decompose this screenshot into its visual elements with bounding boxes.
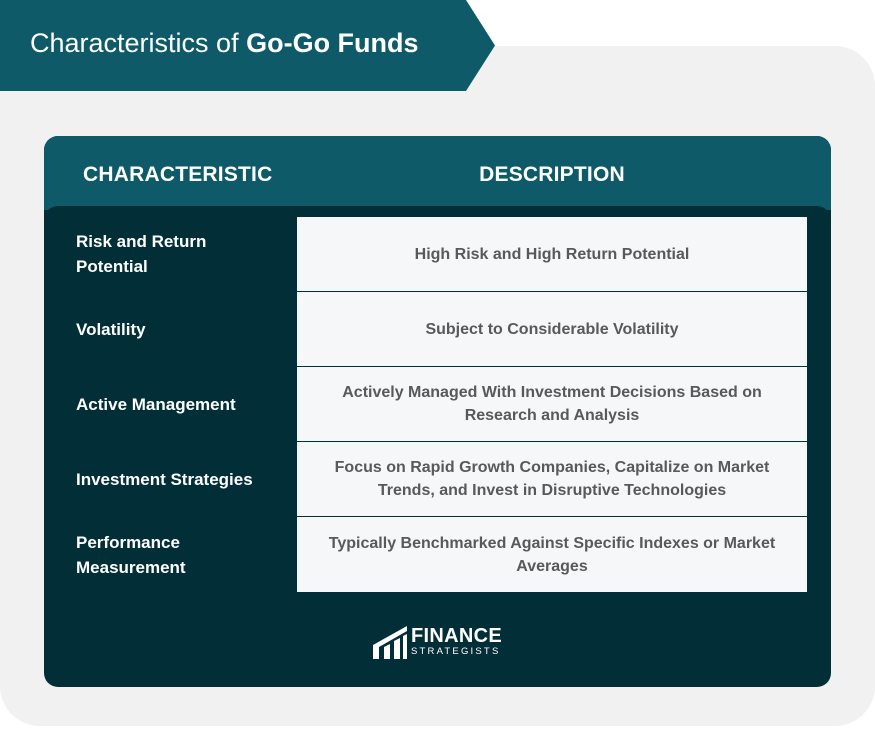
row-description-performance-measurement: Typically Benchmarked Against Specific I… bbox=[328, 534, 776, 575]
table-row-description: Typically Benchmarked Against Specific I… bbox=[297, 517, 807, 592]
finance-strategists-logo: FINANCE STRATEGISTS bbox=[373, 625, 508, 659]
table-row-description: High Risk and High Return Potential bbox=[297, 217, 807, 291]
column-header-characteristic: CHARACTERISTIC bbox=[83, 163, 273, 186]
table-row-description: Subject to Considerable Volatility bbox=[297, 292, 807, 366]
page-title: Characteristics of Go-Go Funds bbox=[30, 28, 419, 59]
row-label-active-management: Active Management bbox=[76, 394, 236, 414]
finance-strategists-logo-icon bbox=[373, 626, 407, 659]
row-label-volatility: Volatility bbox=[76, 319, 146, 339]
column-header-description: DESCRIPTION bbox=[479, 163, 625, 186]
title-banner bbox=[0, 0, 495, 91]
logo-tagline: STRATEGISTS bbox=[411, 646, 501, 657]
title-emphasis: Go-Go Funds bbox=[246, 28, 419, 58]
row-description-volatility: Subject to Considerable Volatility bbox=[425, 320, 679, 338]
table-header bbox=[44, 136, 831, 210]
row-description-risk-return: High Risk and High Return Potential bbox=[414, 245, 690, 263]
row-label-performance-measurement: Performance Measurement bbox=[76, 532, 186, 577]
row-label-investment-strategies: Investment Strategies bbox=[76, 469, 253, 489]
row-label-risk-return: Risk and Return Potential bbox=[76, 232, 207, 276]
title-prefix: Characteristics of bbox=[30, 28, 247, 58]
logo-name: FINANCE bbox=[411, 625, 502, 647]
row-description-active-management: Actively Managed With Investment Decisio… bbox=[342, 384, 762, 424]
table-row-description: Focus on Rapid Growth Companies, Capital… bbox=[297, 442, 807, 516]
row-description-investment-strategies: Focus on Rapid Growth Companies, Capital… bbox=[334, 459, 770, 499]
table-row-description: Actively Managed With Investment Decisio… bbox=[297, 367, 807, 441]
characteristics-table: CHARACTERISTIC DESCRIPTION Risk and Retu… bbox=[44, 136, 831, 687]
